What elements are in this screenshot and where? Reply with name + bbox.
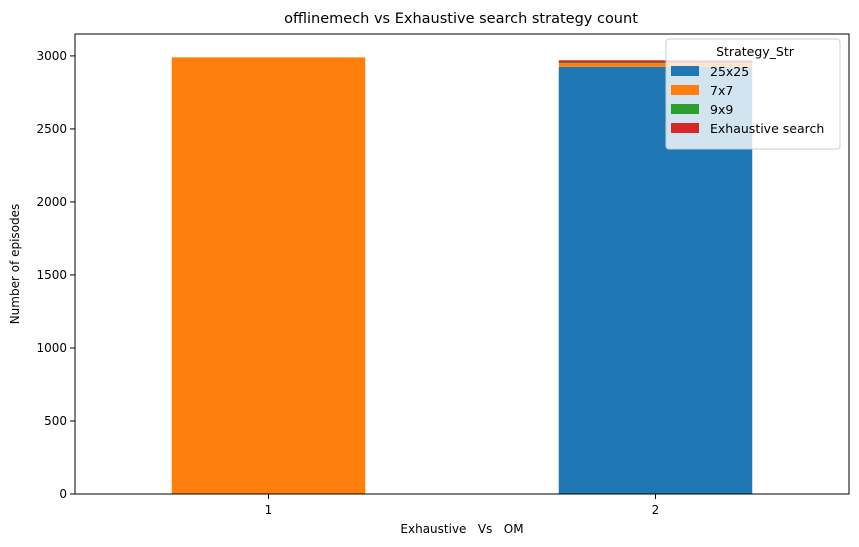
- x-tick-label: 1: [265, 503, 273, 517]
- legend-label: 9x9: [710, 102, 733, 117]
- y-tick-label: 0: [59, 487, 67, 501]
- legend-swatch-exhaustive-search: [671, 123, 699, 133]
- legend-label: Exhaustive search: [710, 121, 824, 136]
- legend-box: [665, 38, 841, 150]
- y-axis-label: Number of episodes: [8, 204, 22, 325]
- legend-swatch-7x7: [671, 85, 699, 95]
- legend-swatch-25x25: [671, 66, 699, 76]
- bar-exhaustive-search-cat-2: [558, 60, 753, 63]
- bar-7x7-cat-1: [171, 57, 366, 494]
- legend-label: 7x7: [710, 83, 733, 98]
- chart-title: offlinemech vs Exhaustive search strateg…: [284, 11, 638, 27]
- y-tick-label: 1500: [36, 268, 67, 282]
- y-tick-label: 3000: [36, 49, 67, 63]
- legend-swatch-9x9: [671, 104, 699, 114]
- y-tick-label: 2500: [36, 122, 67, 136]
- y-tick-label: 2000: [36, 195, 67, 209]
- y-tick-label: 500: [44, 414, 67, 428]
- x-tick-label: 2: [652, 503, 660, 517]
- legend: Strategy_Str 25x25 7x7 9x9 Exhaustive searc…: [665, 38, 841, 150]
- y-tick-label: 1000: [36, 341, 67, 355]
- plot-frame: [74, 33, 850, 495]
- bar-9x9-cat-2: [558, 62, 753, 64]
- axes-layer: 1 2 0 500 1000 1500 2000 2500 3000: [36, 49, 659, 517]
- bars-layer: [171, 57, 753, 494]
- legend-label: 25x25: [710, 64, 749, 79]
- x-axis-label: Exhaustive Vs OM: [400, 522, 523, 536]
- legend-title: Strategy_Str: [716, 44, 795, 59]
- bar-7x7-cat-2: [558, 63, 753, 67]
